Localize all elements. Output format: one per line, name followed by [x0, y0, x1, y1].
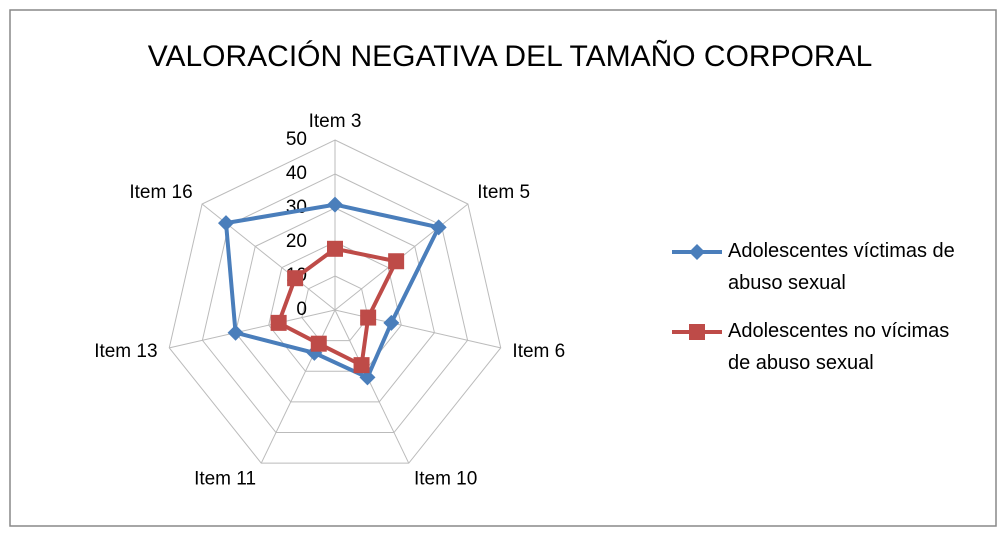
marker — [383, 314, 400, 331]
spoke — [260, 309, 336, 464]
legend-label: Adolescentes no vícimas de abuso sexual — [728, 320, 949, 374]
r-tick-label: 40 — [286, 163, 307, 184]
marker — [227, 324, 244, 341]
grid-ring — [168, 139, 502, 464]
marker — [430, 219, 447, 236]
chart-title: VALORACIÓN NEGATIVA DEL TAMAÑO CORPORAL — [148, 39, 873, 73]
legend-marker — [689, 324, 705, 340]
legend-line-text: Adolescentes no vícimas — [728, 320, 949, 342]
series-line — [223, 202, 442, 381]
axis-label: Item 5 — [477, 182, 530, 203]
marker — [270, 314, 287, 331]
marker — [359, 369, 376, 386]
axis-label: Item 3 — [309, 111, 362, 132]
legend-line-text: Adolescentes víctimas de — [728, 240, 955, 262]
r-tick-label: 30 — [286, 197, 307, 218]
marker — [388, 253, 405, 270]
legend-marker — [689, 244, 705, 260]
axis-label: Item 16 — [129, 182, 192, 203]
marker — [287, 270, 304, 287]
marker — [360, 309, 377, 326]
spoke — [169, 309, 336, 349]
r-tick-label: 20 — [286, 231, 307, 252]
axis-label: Item 13 — [94, 341, 157, 362]
marker — [327, 240, 343, 257]
legend-line-text: de abuso sexual — [728, 352, 874, 374]
marker — [353, 357, 370, 374]
r-tick-label: 50 — [286, 129, 307, 150]
axis-label: Item 11 — [194, 468, 256, 489]
r-tick-label: 0 — [296, 299, 307, 320]
legend-line-text: abuso sexual — [728, 272, 846, 294]
marker — [218, 215, 235, 232]
axis-label: Item 10 — [414, 468, 477, 489]
spoke — [334, 309, 410, 464]
marker — [327, 196, 343, 213]
grid-ring — [201, 173, 469, 434]
axis-label: Item 6 — [512, 341, 565, 362]
marker — [310, 335, 327, 352]
chart-border — [9, 9, 997, 527]
grid-ring — [235, 207, 435, 403]
legend-label: Adolescentes víctimas de abuso sexual — [728, 240, 955, 294]
grid-ring — [301, 275, 369, 342]
